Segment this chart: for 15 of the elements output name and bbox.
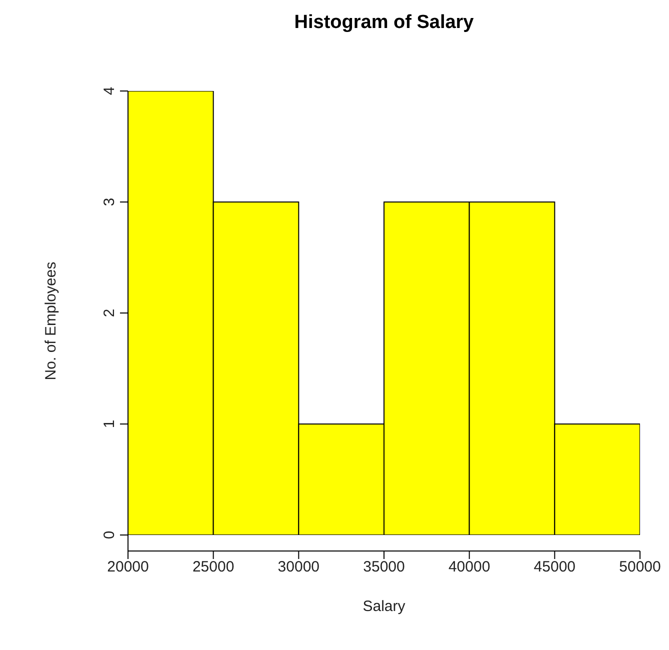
x-tick-label: 40000 bbox=[448, 558, 490, 576]
y-tick-label: 2 bbox=[101, 308, 118, 318]
y-tick-label: 0 bbox=[101, 530, 118, 540]
x-tick-label: 20000 bbox=[107, 558, 149, 576]
x-axis-title: Salary bbox=[362, 598, 406, 615]
x-tick-label: 25000 bbox=[192, 558, 234, 576]
y-axis-title: No. of Employees bbox=[42, 262, 60, 380]
x-tick-label: 50000 bbox=[619, 558, 661, 576]
x-tick-label: 30000 bbox=[278, 558, 320, 576]
x-tick-label: 35000 bbox=[363, 558, 405, 576]
y-tick-label: 4 bbox=[101, 86, 118, 96]
y-tick-label: 3 bbox=[101, 198, 118, 206]
y-tick-label: 1 bbox=[101, 420, 118, 428]
chart-title: Histogram of Salary bbox=[293, 12, 475, 34]
x-tick-label: 45000 bbox=[534, 558, 576, 576]
